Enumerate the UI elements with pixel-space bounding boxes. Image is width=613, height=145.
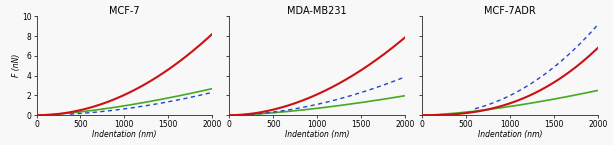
X-axis label: Indentation (nm): Indentation (nm) [478,130,543,139]
Y-axis label: F (nN): F (nN) [12,54,21,77]
Title: MCF-7ADR: MCF-7ADR [484,6,536,16]
X-axis label: Indentation (nm): Indentation (nm) [92,130,156,139]
Title: MCF-7: MCF-7 [109,6,140,16]
Title: MDA-MB231: MDA-MB231 [287,6,347,16]
X-axis label: Indentation (nm): Indentation (nm) [285,130,349,139]
